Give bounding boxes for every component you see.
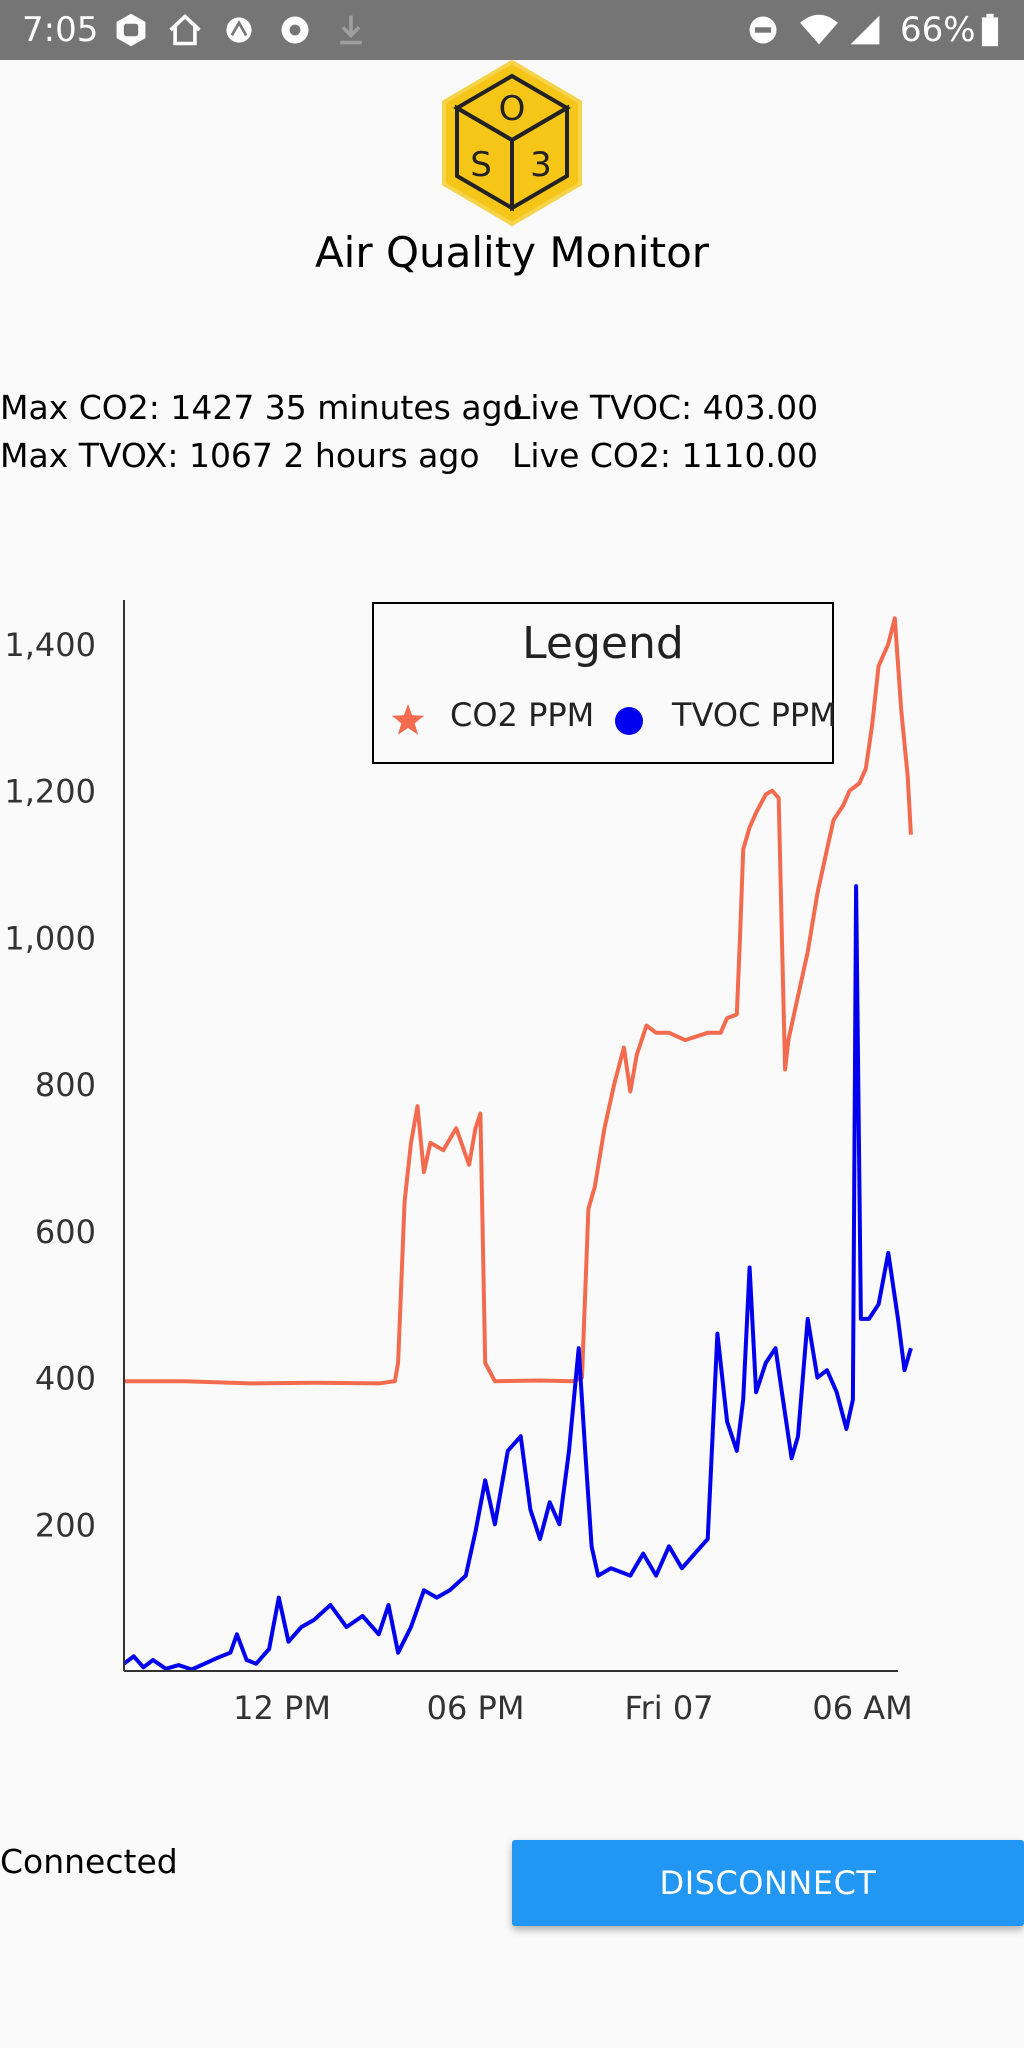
y-tick-label: 400 [35,1360,96,1398]
chart-legend: Legend CO2 PPM TVOC PPM [372,602,837,764]
live-co2-text: Live CO2: 1110.00 [512,436,818,475]
home-icon [169,14,201,46]
app-icon [281,16,309,44]
legend-tvoc-circle-icon [615,707,643,735]
x-tick-label: 06 AM [812,1689,912,1727]
co2-series-line [124,616,913,1386]
air-quality-chart: 1,400 1,200 1,000 800 600 400 200 12 PM 06 PM Fr… [4,600,913,1727]
x-tick-label: Fri 07 [625,1689,714,1727]
x-tick-label: 06 PM [427,1689,525,1727]
y-tick-label: 600 [35,1213,96,1251]
app-logo: O S 3 [442,59,582,227]
logo-letter-s: S [470,145,492,185]
x-tick-label: 12 PM [233,1689,331,1727]
y-tick-label: 200 [35,1506,96,1544]
logo-letter-o: O [499,89,526,129]
legend-co2-star-icon [391,704,425,735]
app-title: Air Quality Monitor [314,228,710,277]
y-tick-label: 800 [35,1066,96,1104]
y-tick-label: 1,200 [4,773,96,811]
tvoc-series-line [122,884,913,1672]
live-tvoc-text: Live TVOC: 403.00 [512,388,819,427]
y-tick-label: 1,400 [4,626,96,664]
logo-letter-3: 3 [530,145,552,185]
wifi-icon [800,14,838,45]
signal-icon [850,15,880,45]
legend-tvoc-label: TVOC PPM [671,696,837,734]
battery-icon [981,13,999,47]
y-tick-label: 1,000 [4,919,96,957]
download-icon [340,15,362,45]
battery-percent: 66% [900,10,976,50]
legend-title: Legend [522,618,684,669]
disconnect-button[interactable]: DISCONNECT [512,1840,1024,1926]
dnd-icon [749,16,777,44]
legend-co2-label: CO2 PPM [450,696,594,734]
app-icon [226,17,252,43]
status-time: 7:05 [22,10,99,50]
status-bar: 7:05 66% [0,0,1024,60]
max-tvox-text: Max TVOX: 1067 2 hours ago [0,436,480,475]
connection-status: Connected [0,1842,178,1881]
notification-icon [116,13,146,47]
max-co2-text: Max CO2: 1427 35 minutes ago [0,388,523,427]
